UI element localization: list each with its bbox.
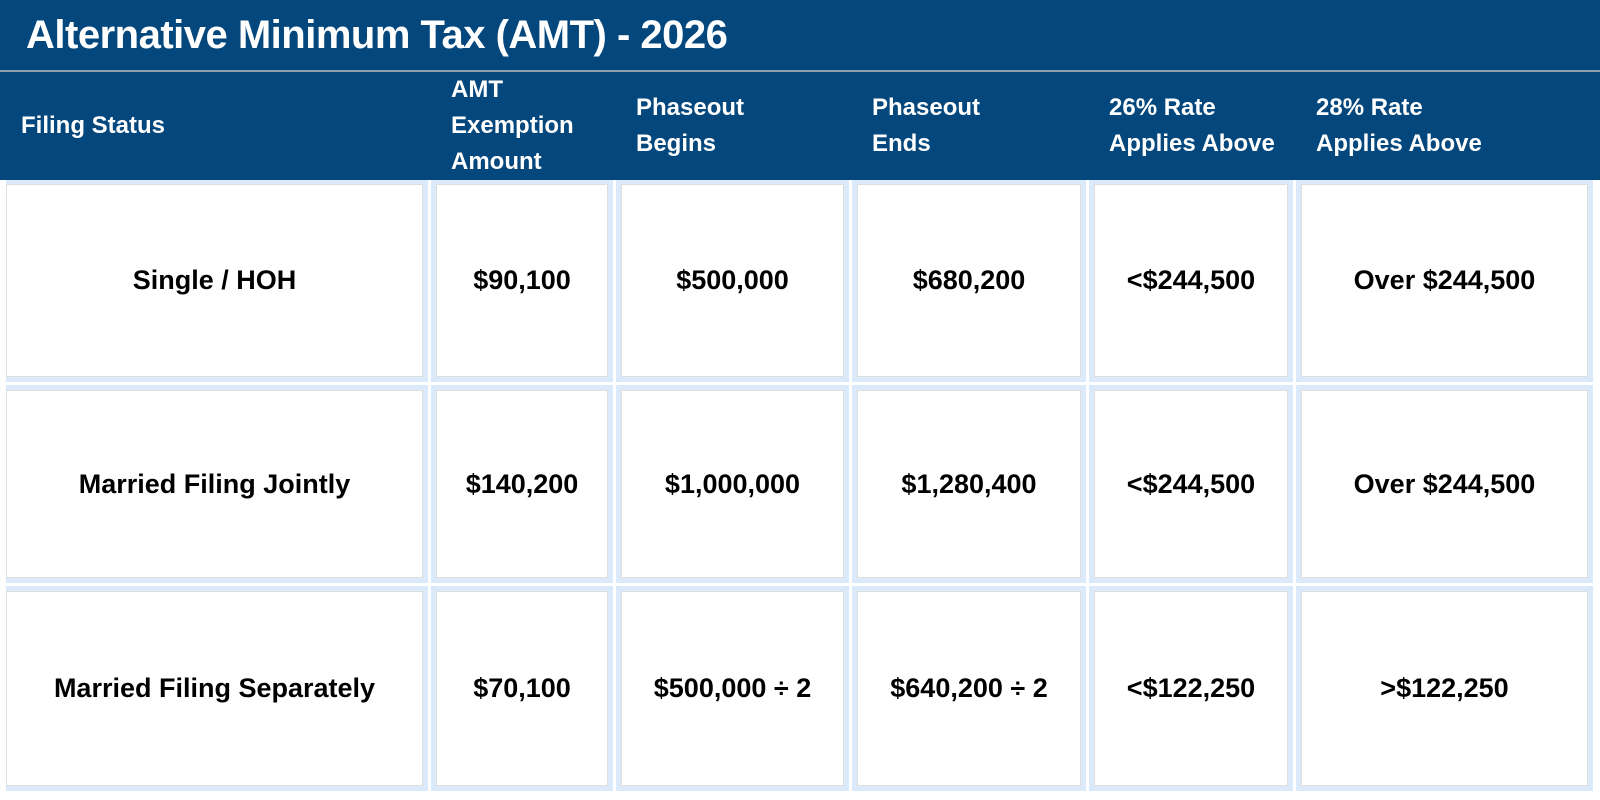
table-header-row: Filing Status AMT Exemption Amount Phase… bbox=[0, 70, 1600, 180]
column-header-amt-exemption: AMT Exemption Amount bbox=[451, 76, 574, 175]
table-cell: $140,200 bbox=[436, 390, 608, 578]
table-cell: $70,100 bbox=[436, 591, 608, 786]
row-label: Single / HOH bbox=[6, 184, 423, 377]
row-label: Married Filing Separately bbox=[6, 591, 423, 786]
table-cell: $1,280,400 bbox=[857, 390, 1081, 578]
column-header-filing-status: Filing Status bbox=[21, 112, 165, 139]
table-cell: >$122,250 bbox=[1301, 591, 1588, 786]
column-header-28-rate-above: 28% Rate Applies Above bbox=[1316, 94, 1482, 157]
table-cell: Over $244,500 bbox=[1301, 184, 1588, 377]
table-cell: <$122,250 bbox=[1094, 591, 1288, 786]
table-cell: $500,000 ÷ 2 bbox=[621, 591, 844, 786]
table-cell: $90,100 bbox=[436, 184, 608, 377]
column-header-phaseout-begins: Phaseout Begins bbox=[636, 94, 745, 157]
table-cell: $500,000 bbox=[621, 184, 844, 377]
table-cell: <$244,500 bbox=[1094, 390, 1288, 578]
table-cell: <$244,500 bbox=[1094, 184, 1288, 377]
table-cell: $640,200 ÷ 2 bbox=[857, 591, 1081, 786]
column-header-26-rate-above: 26% Rate Applies Above bbox=[1109, 94, 1275, 157]
column-header-phaseout-ends: Phaseout Ends bbox=[872, 94, 981, 157]
table-cell: Over $244,500 bbox=[1301, 390, 1588, 578]
table-cell: $1,000,000 bbox=[621, 390, 844, 578]
row-label: Married Filing Jointly bbox=[6, 390, 423, 578]
table-cell: $680,200 bbox=[857, 184, 1081, 377]
page-title: Alternative Minimum Tax (AMT) - 2026 bbox=[26, 12, 728, 57]
table-body: Single / HOH $90,100 $500,000 $680,200 <… bbox=[6, 180, 1594, 792]
title-bar: Alternative Minimum Tax (AMT) - 2026 bbox=[0, 0, 1600, 70]
